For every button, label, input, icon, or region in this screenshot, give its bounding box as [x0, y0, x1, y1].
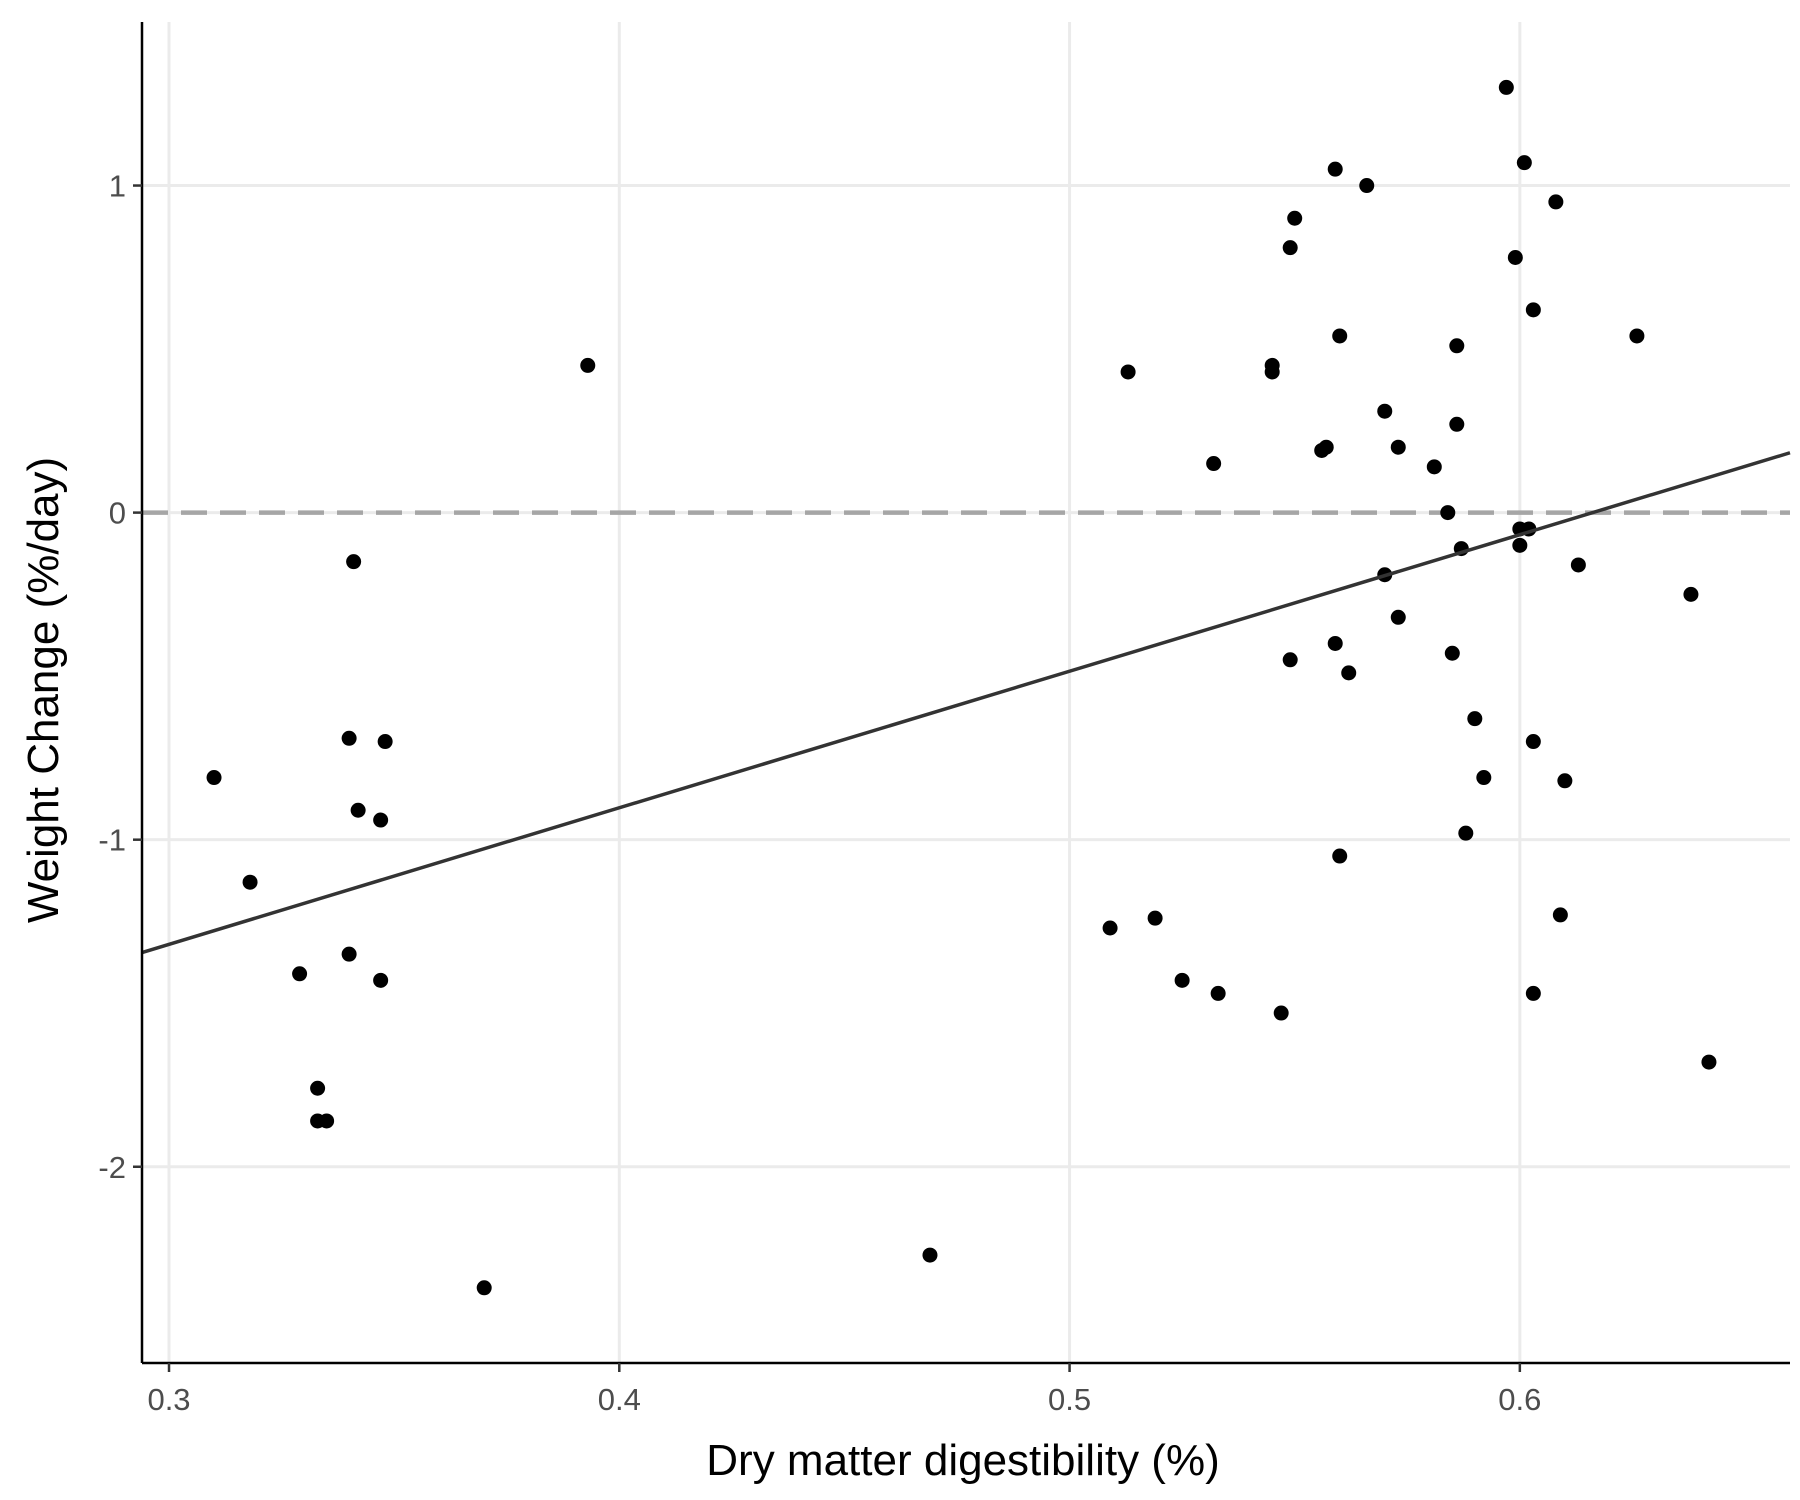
- data-point-56: [1525, 302, 1541, 318]
- data-point-12: [377, 734, 393, 750]
- data-point-46: [1458, 825, 1474, 841]
- data-point-42: [1444, 645, 1460, 661]
- data-point-11: [373, 972, 389, 988]
- data-point-62: [1629, 328, 1645, 344]
- data-point-43: [1449, 338, 1465, 354]
- data-point-3: [310, 1080, 326, 1096]
- data-point-60: [1557, 773, 1573, 789]
- data-point-48: [1476, 770, 1492, 786]
- data-point-33: [1332, 848, 1348, 864]
- data-point-23: [1264, 364, 1280, 380]
- data-point-0: [206, 770, 222, 786]
- data-point-32: [1332, 328, 1348, 344]
- data-point-20: [1206, 456, 1222, 472]
- x-axis-ticks: 0.3 0.4 0.5 0.6: [147, 1363, 1541, 1417]
- x-tick-label-3: 0.6: [1498, 1382, 1541, 1417]
- data-point-38: [1390, 439, 1406, 455]
- data-point-18: [1147, 910, 1163, 926]
- data-point-25: [1282, 240, 1298, 256]
- data-point-19: [1174, 972, 1190, 988]
- x-tick-label-2: 0.5: [1048, 1382, 1091, 1417]
- data-point-13: [476, 1280, 492, 1296]
- data-point-9: [350, 802, 366, 818]
- data-point-17: [1120, 364, 1136, 380]
- x-tick-label-0: 0.3: [147, 1382, 190, 1417]
- y-tick-label-3: 1: [109, 169, 126, 204]
- data-point-36: [1377, 403, 1393, 419]
- data-point-2: [292, 966, 308, 982]
- y-tick-label-0: -2: [98, 1150, 126, 1185]
- data-point-64: [1701, 1054, 1717, 1070]
- y-tick-label-1: -1: [98, 823, 126, 858]
- axes: [140, 22, 1790, 1365]
- data-point-21: [1210, 985, 1226, 1001]
- data-point-5: [319, 1113, 335, 1129]
- data-point-26: [1282, 652, 1298, 668]
- data-point-63: [1683, 586, 1699, 602]
- data-point-10: [373, 812, 389, 828]
- y-axis-ticks: -2 -1 0 1: [98, 169, 142, 1185]
- data-point-15: [922, 1247, 938, 1263]
- data-point-50: [1507, 249, 1523, 265]
- data-points: [206, 79, 1717, 1296]
- data-point-14: [580, 357, 596, 373]
- trend-line: [141, 451, 1791, 955]
- data-point-40: [1426, 459, 1442, 475]
- data-point-59: [1552, 907, 1568, 923]
- data-point-35: [1359, 178, 1375, 194]
- data-point-31: [1327, 635, 1343, 651]
- data-point-39: [1390, 609, 1406, 625]
- trend-line-group: [141, 451, 1791, 955]
- data-point-24: [1273, 1005, 1289, 1021]
- y-axis-title: Weight Change (%/day): [19, 457, 68, 923]
- data-point-27: [1287, 210, 1303, 226]
- data-point-55: [1525, 734, 1541, 750]
- data-point-6: [341, 730, 357, 746]
- data-point-53: [1516, 155, 1532, 171]
- data-point-49: [1498, 79, 1514, 95]
- data-point-51: [1512, 537, 1528, 553]
- data-point-30: [1327, 161, 1343, 177]
- data-point-41: [1440, 505, 1456, 521]
- data-point-16: [1102, 920, 1118, 936]
- y-tick-label-2: 0: [109, 496, 126, 531]
- data-point-1: [242, 874, 258, 890]
- data-point-8: [346, 554, 362, 570]
- data-point-57: [1525, 985, 1541, 1001]
- x-tick-label-1: 0.4: [598, 1382, 641, 1417]
- data-point-44: [1449, 416, 1465, 432]
- x-axis-title: Dry matter digestibility (%): [706, 1436, 1219, 1485]
- data-point-34: [1341, 665, 1357, 681]
- data-point-58: [1548, 194, 1564, 210]
- data-point-61: [1570, 557, 1586, 573]
- data-point-47: [1467, 711, 1483, 727]
- data-point-29: [1318, 439, 1334, 455]
- data-point-7: [341, 946, 357, 962]
